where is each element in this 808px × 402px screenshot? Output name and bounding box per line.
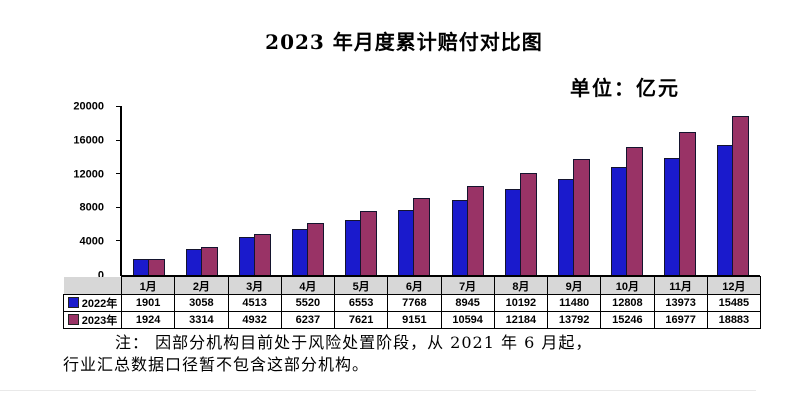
y-axis-tick — [116, 173, 122, 175]
month-slot-6月 — [388, 107, 441, 275]
y-tick-label: 12000 — [73, 168, 104, 181]
legend-label: 2023年 — [81, 315, 118, 327]
month-header-cell: 6月 — [387, 276, 442, 295]
value-cell-2023年: 12184 — [493, 311, 549, 329]
month-header-cell: 11月 — [653, 276, 708, 295]
month-header-cell: 4月 — [280, 276, 336, 295]
month-header-cell: 5月 — [333, 276, 389, 295]
value-cell-2023年: 1924 — [120, 311, 176, 329]
y-axis-tick — [116, 139, 122, 141]
value-cell-2022年: 13973 — [653, 294, 708, 312]
month-header-row: 1月 2月 3月 4月 5月 6月 7月 8月 9月 10月 11月 12月 — [63, 276, 762, 295]
value-cell-2022年: 11480 — [546, 294, 602, 312]
legend-cell-2022年: 2022年 — [63, 294, 122, 312]
footnote: 注： 因部分机构目前处于风险处置阶段，从 2021 年 6 月起， 行业汇总数据… — [63, 332, 723, 376]
plot-area — [116, 106, 760, 276]
y-tick-label: 4000 — [79, 235, 104, 248]
value-cell-2023年: 16977 — [653, 311, 708, 329]
y-tick-label: 0 — [97, 269, 104, 282]
month-header-cell: 1月 — [120, 276, 176, 295]
data-table: 1月 2月 3月 4月 5月 6月 7月 8月 9月 10月 11月 12月 2022年 1901 3058… — [63, 276, 762, 329]
value-cell-2022年: 7768 — [387, 294, 442, 312]
footnote-line-1: 注： 因部分机构目前处于风险处置阶段，从 2021 年 6 月起， — [115, 333, 593, 352]
value-cell-2022年: 12808 — [600, 294, 655, 312]
value-cell-2023年: 13792 — [546, 311, 602, 329]
bar-2023年-8月 — [519, 172, 537, 275]
month-slot-12月 — [707, 107, 760, 275]
bar-2023年-7月 — [466, 186, 484, 275]
bar-2023年-11月 — [679, 132, 697, 275]
month-slot-1月 — [122, 107, 175, 275]
series-row-2022年: 2022年 1901 3058 4513 5520 6553 7768 8945 10192 11… — [63, 294, 762, 312]
month-slot-4月 — [282, 107, 335, 275]
value-cell-2022年: 8945 — [440, 294, 495, 312]
month-slot-8月 — [494, 107, 547, 275]
month-slot-5月 — [335, 107, 388, 275]
table-body: 1月 2月 3月 4月 5月 6月 7月 8月 9月 10月 11月 12月 2022年 1901 3058… — [63, 276, 762, 329]
legend-label: 2022年 — [81, 298, 118, 310]
footnote-line-2: 行业汇总数据口径暂不包含这部分机构。 — [63, 355, 370, 374]
legend-swatch-2023年 — [67, 314, 79, 325]
series-row-2023年: 2023年 1924 3314 4932 6237 7621 9151 10594 12184 1… — [63, 311, 762, 329]
bar-2023年-9月 — [572, 159, 590, 275]
y-axis-tick — [116, 106, 122, 107]
value-cell-2022年: 1901 — [120, 294, 176, 312]
bar-2023年-1月 — [147, 258, 165, 275]
bar-2023年-6月 — [413, 198, 431, 275]
month-slot-2月 — [175, 107, 228, 275]
bar-2023年-2月 — [200, 247, 218, 275]
month-slot-7月 — [441, 107, 494, 275]
value-cell-2022年: 4513 — [227, 294, 282, 312]
bar-2023年-3月 — [253, 233, 271, 275]
legend-cell-2023年: 2023年 — [63, 311, 122, 329]
month-slot-11月 — [654, 107, 707, 275]
bottom-divider-line — [0, 390, 756, 391]
month-header-cell: 8月 — [493, 276, 549, 295]
month-header-cell: 3月 — [227, 276, 282, 295]
value-cell-2022年: 10192 — [493, 294, 549, 312]
value-cell-2022年: 5520 — [280, 294, 336, 312]
value-cell-2023年: 7621 — [333, 311, 389, 329]
bar-2023年-4月 — [307, 222, 325, 275]
y-axis-tick — [116, 240, 122, 242]
legend-swatch-2022年 — [67, 297, 79, 308]
month-header-cell: 2月 — [174, 276, 229, 295]
y-axis-tick — [116, 206, 122, 208]
bar-2023年-12月 — [732, 116, 750, 275]
page-title: 2023 年月度累计赔付对比图 — [265, 30, 543, 54]
unit-label: 单位：亿元 — [570, 76, 680, 100]
month-slot-3月 — [228, 107, 281, 275]
value-cell-2023年: 4932 — [227, 311, 282, 329]
value-cell-2023年: 18883 — [706, 311, 762, 329]
y-tick-label: 16000 — [73, 134, 104, 147]
month-slot-9月 — [547, 107, 600, 275]
month-slot-10月 — [601, 107, 654, 275]
value-cell-2023年: 3314 — [174, 311, 229, 329]
value-cell-2023年: 9151 — [387, 311, 442, 329]
month-header-cell: 7月 — [440, 276, 495, 295]
month-header-cell: 9月 — [546, 276, 602, 295]
value-cell-2022年: 3058 — [174, 294, 229, 312]
bar-2023年-10月 — [626, 146, 644, 275]
y-tick-label: 20000 — [73, 100, 104, 113]
value-cell-2022年: 6553 — [333, 294, 389, 312]
value-cell-2023年: 15246 — [600, 311, 655, 329]
bar-2023年-5月 — [360, 210, 378, 275]
y-tick-label: 8000 — [79, 201, 104, 214]
table-corner-cell — [63, 276, 122, 295]
value-cell-2023年: 10594 — [440, 311, 495, 329]
y-axis-labels: 0 4000 8000 12000 16000 20000 — [63, 101, 113, 281]
value-cell-2023年: 6237 — [280, 311, 336, 329]
month-header-cell: 10月 — [600, 276, 655, 295]
month-header-cell: 12月 — [706, 276, 762, 295]
value-cell-2022年: 15485 — [706, 294, 762, 312]
